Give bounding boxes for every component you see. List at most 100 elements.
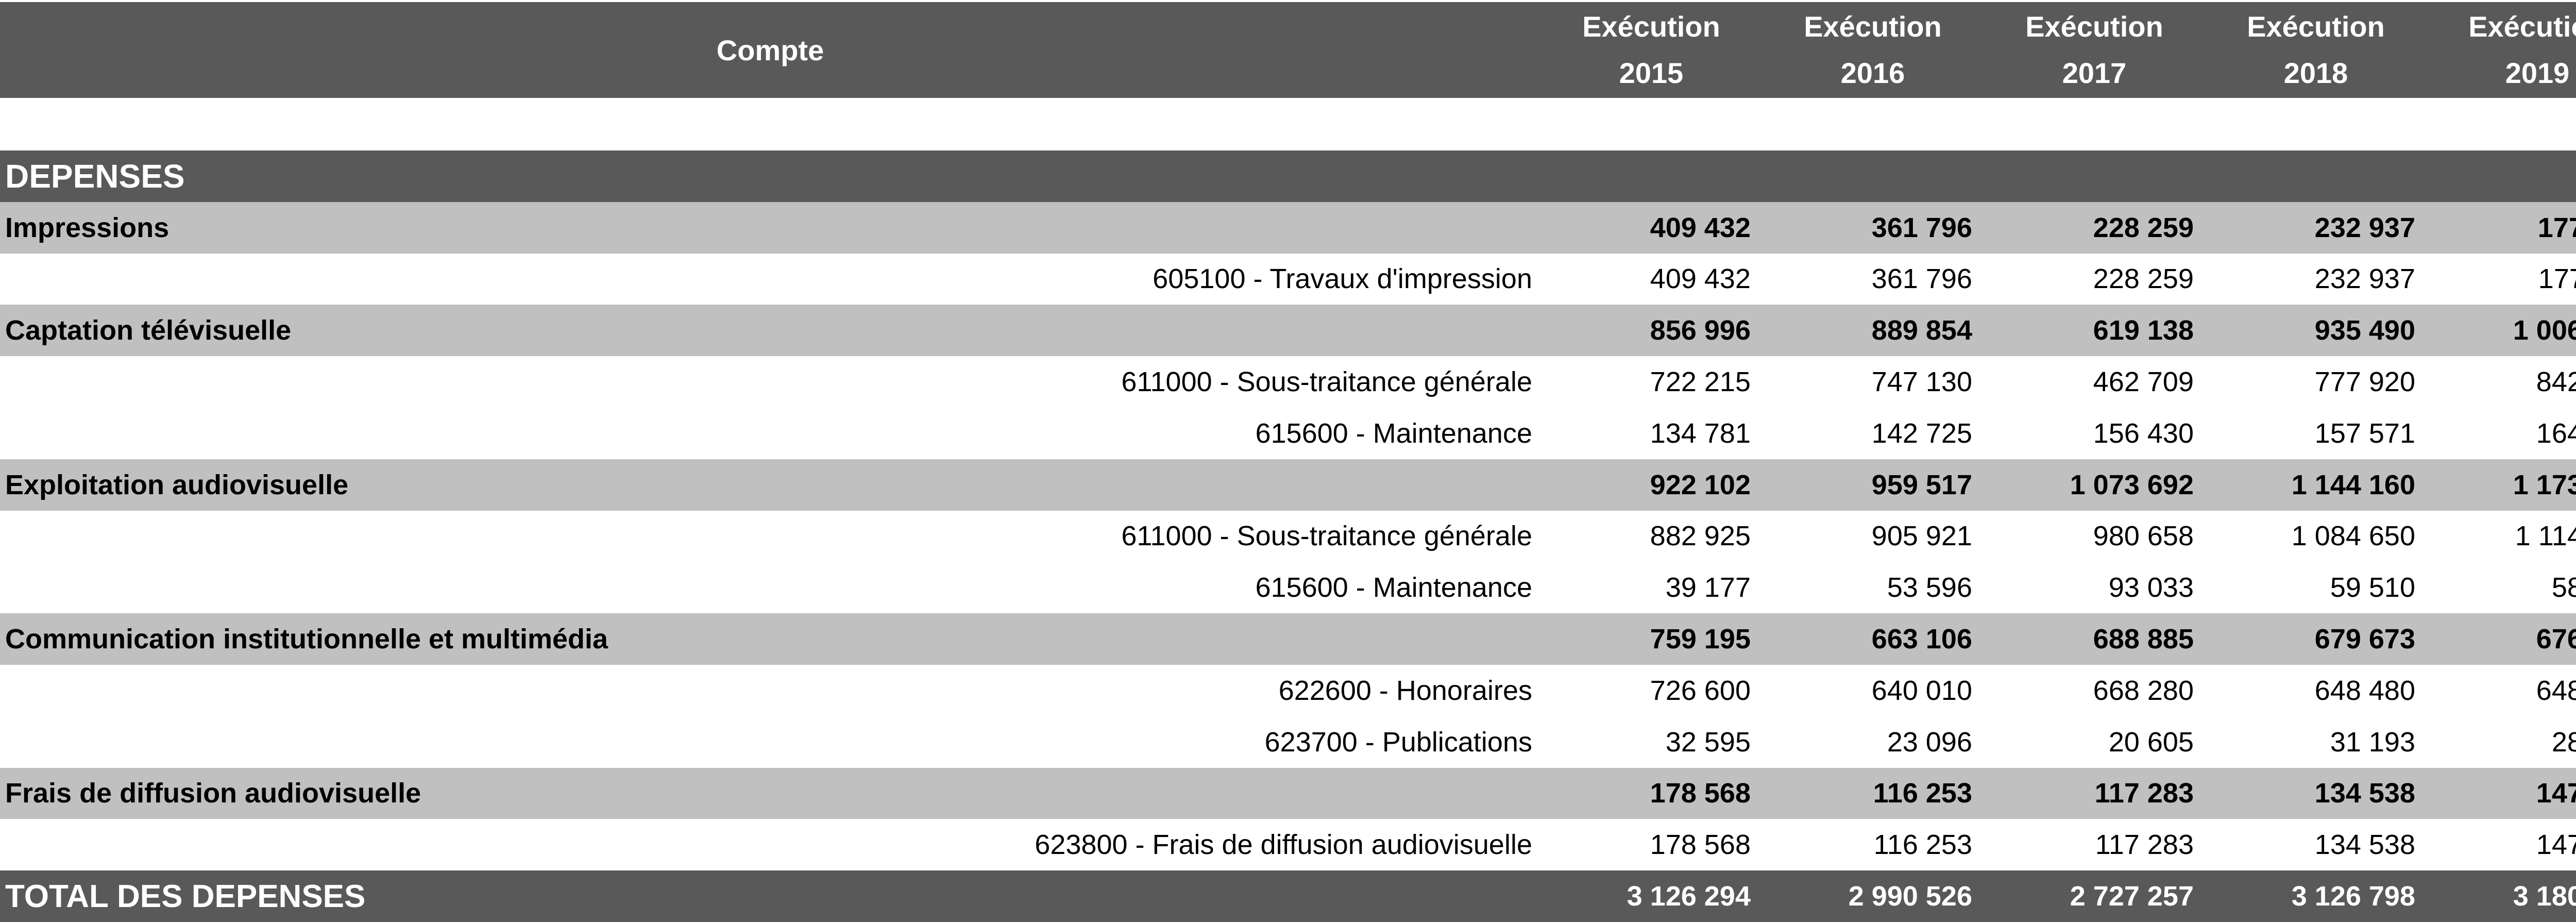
cell-value: 759 195: [1650, 624, 1751, 655]
cell-value: 157 571: [2314, 417, 2415, 449]
cell-value: 856 996: [1650, 315, 1751, 346]
exec-label: Exécution: [1804, 10, 1942, 43]
cell-value: [2427, 150, 2576, 202]
table-row-total: TOTAL DES DEPENSES 3 126 294 2 990 526 2…: [0, 870, 2576, 922]
year-label: 2018: [2283, 57, 2348, 89]
cell-value: 747 130: [1871, 366, 1972, 398]
cell-value: 361 796: [1871, 263, 1972, 295]
column-header-exec-2018: Exécution 2018: [2205, 2, 2427, 98]
row-label: 611000 - Sous-traitance générale: [1121, 521, 1532, 552]
table-row-account: 605100 - Travaux d'impression 409 432 36…: [0, 253, 2576, 305]
cell-value: 935 490: [2314, 315, 2415, 346]
cell-value: 777 920: [2314, 366, 2415, 398]
cell-value: 361 796: [1871, 212, 1972, 243]
column-header-exec-2019: Exécution 2019: [2427, 2, 2576, 98]
table-row-group: Communication institutionnelle et multim…: [0, 613, 2576, 665]
cell-value: 1 084 650: [2291, 521, 2415, 552]
cell-value: 23 096: [1887, 726, 1972, 758]
table-row-group: Impressions 409 432 361 796 228 259 232 …: [0, 202, 2576, 254]
cell-value: 20 605: [2108, 726, 2194, 758]
cell-value: 648 480: [2314, 675, 2415, 706]
row-label: Frais de diffusion audiovisuelle: [5, 778, 421, 809]
cell-value: 116 253: [1873, 829, 1972, 861]
cell-value: 688 885: [2093, 624, 2194, 655]
cell-value: 722 215: [1650, 366, 1751, 398]
cell-value: 177 119: [2537, 212, 2576, 243]
table-row-account: 615600 - Maintenance 39 177 53 596 93 03…: [0, 562, 2576, 614]
cell-value: 663 106: [1871, 624, 1972, 655]
year-label: 2016: [1840, 57, 1905, 89]
cell-value: 178 568: [1650, 829, 1751, 861]
cell-value: 905 921: [1871, 521, 1972, 552]
table-row-account: 623700 - Publications 32 595 23 096 20 6…: [0, 716, 2576, 768]
cell-value: [1762, 150, 1984, 202]
exec-label: Exécution: [2247, 10, 2385, 43]
cell-value: 882 925: [1650, 521, 1751, 552]
cell-value: 116 253: [1873, 778, 1972, 809]
cell-value: 31 193: [2330, 726, 2415, 758]
exec-label: Exécution: [2025, 10, 2163, 43]
cell-value: 232 937: [2314, 263, 2415, 295]
cell-value: 619 138: [2093, 315, 2194, 346]
column-header-exec-2017: Exécution 2017: [1984, 2, 2205, 98]
cell-value: 1 006 364: [2513, 315, 2576, 346]
cell-value: 28 032: [2551, 726, 2576, 758]
cell-value: 59 510: [2330, 572, 2415, 604]
cell-value: 58 951: [2551, 572, 2576, 604]
row-label: DEPENSES: [5, 157, 185, 195]
cell-value: 232 937: [2314, 212, 2415, 243]
column-header-compte: Compte: [716, 33, 824, 66]
table-row-account: 623800 - Frais de diffusion audiovisuell…: [0, 819, 2576, 871]
exec-label: Exécution: [2468, 10, 2576, 43]
row-label: 622600 - Honoraires: [1278, 675, 1532, 706]
cell-value: 462 709: [2093, 366, 2194, 398]
table-header-row: Compte Exécution 2015 Exécution 2016 Exé…: [0, 2, 2576, 98]
column-header-exec-2015: Exécution 2015: [1540, 2, 1762, 98]
cell-value: 117 283: [2094, 778, 2194, 809]
top-spacer: [0, 0, 2576, 2]
cell-value: 409 432: [1650, 212, 1751, 243]
row-label: 611000 - Sous-traitance générale: [1121, 366, 1532, 398]
cell-value: 1 173 368: [2513, 469, 2576, 500]
cell-value: 640 010: [1871, 675, 1972, 706]
cell-value: 679 673: [2314, 624, 2415, 655]
cell-value: 147 141: [2536, 829, 2576, 861]
cell-value: 842 192: [2536, 366, 2576, 398]
table-row-group: Captation télévisuelle 856 996 889 854 6…: [0, 305, 2576, 357]
row-label: 623800 - Frais de diffusion audiovisuell…: [1035, 829, 1532, 861]
cell-value: 53 596: [1887, 572, 1972, 604]
cell-value: 147 141: [2536, 778, 2576, 809]
cell-value: 922 102: [1650, 469, 1751, 500]
cell-value: 1 114 417: [2515, 521, 2576, 552]
row-label: 615600 - Maintenance: [1255, 572, 1532, 604]
cell-value: 93 033: [2108, 572, 2194, 604]
cell-value: 142 725: [1871, 417, 1972, 449]
table-row-group: Exploitation audiovisuelle 922 102 959 5…: [0, 459, 2576, 511]
year-label: 2015: [1619, 57, 1684, 89]
exec-label: Exécution: [1582, 10, 1720, 43]
cell-value: [2205, 150, 2427, 202]
cell-value: 668 280: [2093, 675, 2194, 706]
cell-value: 980 658: [2093, 521, 2194, 552]
cell-value: 3 126 294: [1626, 881, 1751, 912]
cell-value: 2 990 526: [1848, 881, 1972, 912]
cell-value: 3 180 504: [2513, 881, 2576, 912]
table-row-account: 615600 - Maintenance 134 781 142 725 156…: [0, 408, 2576, 459]
header-gap-spacer: [0, 98, 2576, 150]
row-label: 605100 - Travaux d'impression: [1153, 263, 1532, 295]
year-label: 2019: [2505, 57, 2570, 89]
cell-value: 178 568: [1650, 778, 1751, 809]
cell-value: 134 538: [2314, 829, 2415, 861]
column-header-exec-2016: Exécution 2016: [1762, 2, 1984, 98]
table-row-account: 611000 - Sous-traitance générale 722 215…: [0, 356, 2576, 408]
row-label: Captation télévisuelle: [5, 315, 292, 346]
cell-value: 39 177: [1665, 572, 1751, 604]
cell-value: 3 126 798: [2291, 881, 2415, 912]
cell-value: 676 512: [2536, 624, 2576, 655]
cell-value: 1 144 160: [2291, 469, 2415, 500]
row-label: Impressions: [5, 212, 170, 243]
row-label: TOTAL DES DEPENSES: [5, 878, 366, 914]
cell-value: 889 854: [1871, 315, 1972, 346]
cell-value: 177 119: [2538, 263, 2576, 295]
